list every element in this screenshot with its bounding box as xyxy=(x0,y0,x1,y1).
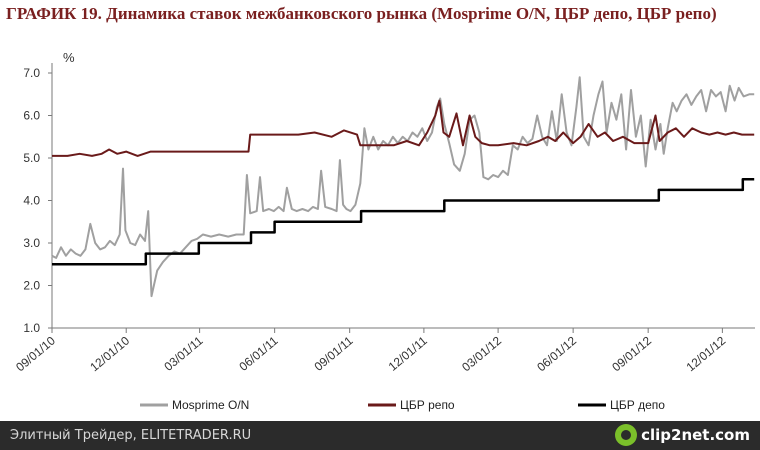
y-tick-label: 1.0 xyxy=(23,321,40,335)
x-axis: 09/01/10 12/01/10 03/01/11 06/01/11 09/01/11… xyxy=(13,327,755,374)
line-chart: %1.02.03.04.05.06.07.0 09/01/10 12/01/10 0… xyxy=(13,50,755,412)
x-tick-label: 12/01/10 xyxy=(87,333,132,374)
legend-label-0: Mosprime O/N xyxy=(172,398,249,412)
y-tick-label: 4.0 xyxy=(23,194,40,208)
y-tick-label: 2.0 xyxy=(23,279,40,293)
logo-text: clip2net.com xyxy=(641,426,750,444)
x-tick-label: 03/01/12 xyxy=(459,333,504,374)
y-tick-label: 3.0 xyxy=(23,236,40,250)
legend-label-1: ЦБР репо xyxy=(400,398,455,412)
x-tick-label: 09/01/10 xyxy=(13,333,58,374)
chart-title: ГРАФИК 19. Динамика ставок межбанковског… xyxy=(6,4,717,23)
series-line-0 xyxy=(51,76,755,298)
x-tick-label: 12/01/12 xyxy=(684,333,729,374)
series-layer xyxy=(51,76,755,298)
series-line-2 xyxy=(52,178,755,266)
y-axis: % 1.0 2.0 3.0 4.0 5.0 6.0 7.0 xyxy=(23,50,75,335)
y-tick-label: 7.0 xyxy=(23,66,40,80)
x-tick-label: 09/01/11 xyxy=(311,333,355,373)
footer-bar: Элитный Трейдер, ELITETRADER.RU clip2net… xyxy=(0,421,760,450)
y-axis-unit-label: % xyxy=(63,50,75,65)
footer-source: Элитный Трейдер, ELITETRADER.RU xyxy=(10,428,252,443)
series-line-1 xyxy=(52,99,755,157)
legend: Mosprime O/N ЦБР репо ЦБР депо xyxy=(140,398,665,412)
y-tick-label: 6.0 xyxy=(23,109,40,123)
x-tick-label: 09/01/12 xyxy=(609,333,654,374)
legend-label-2: ЦБР депо xyxy=(610,398,665,412)
x-tick-label: 06/01/12 xyxy=(534,333,579,374)
x-tick-label: 06/01/11 xyxy=(236,333,280,373)
y-tick-label: 5.0 xyxy=(23,151,40,165)
clip2net-logo-icon xyxy=(615,424,638,446)
clip2net-logo[interactable]: clip2net.com xyxy=(615,424,750,446)
x-tick-label: 03/01/11 xyxy=(161,333,205,373)
x-tick-label: 12/01/11 xyxy=(386,333,430,373)
